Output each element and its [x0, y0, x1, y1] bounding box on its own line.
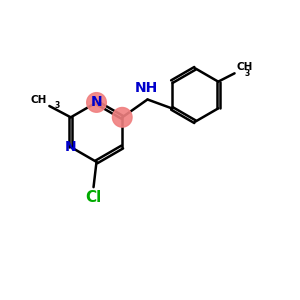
Text: CH: CH [236, 62, 252, 72]
Text: CH: CH [30, 94, 46, 104]
Circle shape [112, 107, 132, 127]
Circle shape [87, 93, 106, 112]
Text: N: N [91, 95, 102, 110]
Text: 3: 3 [55, 101, 60, 110]
Text: N: N [65, 140, 76, 154]
Text: 3: 3 [244, 69, 249, 78]
Text: NH: NH [134, 81, 158, 95]
Text: Cl: Cl [85, 190, 102, 205]
